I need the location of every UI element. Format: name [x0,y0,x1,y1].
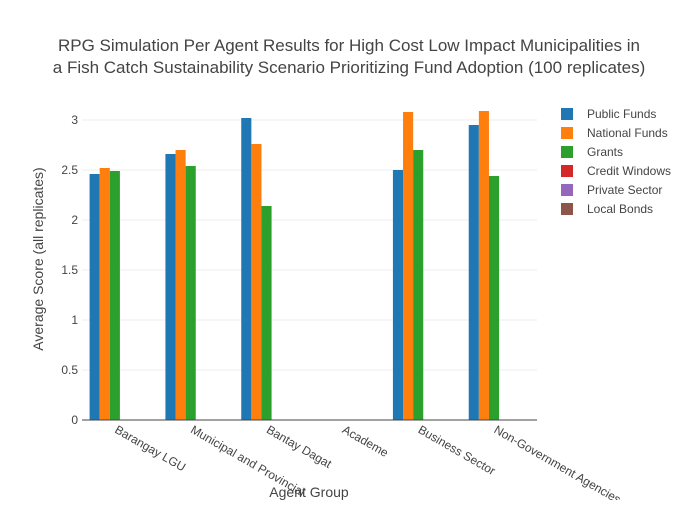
y-tick-label: 2.5 [61,163,78,177]
x-axis-title: Agent Group [269,484,349,500]
legend-label: National Funds [587,126,668,140]
legend-swatch [561,165,573,177]
bar-2-2[interactable] [261,206,272,420]
y-tick-label: 1.5 [61,263,78,277]
legend-swatch [561,146,573,158]
x-tick-label: Academe [340,422,391,460]
chart-title: RPG Simulation Per Agent Results for Hig… [53,36,645,77]
legend-label: Private Sector [587,183,662,197]
chart-title-line-1: RPG Simulation Per Agent Results for Hig… [58,36,640,55]
legend-swatch [561,108,573,120]
y-tick-label: 0.5 [61,363,78,377]
bar-0-2[interactable] [241,118,252,420]
bar-2-4[interactable] [413,150,424,420]
y-tick-label: 3 [71,113,78,127]
bar-0-1[interactable] [165,154,176,420]
y-tick-label: 0 [71,413,78,427]
x-tick-labels: Barangay LGU Municipal and ProvincialBant… [112,422,624,505]
bar-0-0[interactable] [89,174,100,420]
y-tick-labels: 0 0.5 1 1.5 2 2.5 3 [61,113,78,427]
y-tick-label: 1 [71,313,78,327]
x-tick-label: Bantay Dagat [264,422,335,471]
gridlines [82,119,537,371]
legend-label: Grants [587,145,623,159]
legend-label: Local Bonds [587,202,653,216]
bars [89,111,500,420]
legend-item[interactable]: Local Bonds [561,202,653,216]
bar-2-5[interactable] [488,176,500,420]
bar-1-0[interactable] [99,168,110,420]
legend-item[interactable]: Credit Windows [561,164,671,178]
legend-swatch [561,127,573,139]
x-tick-label: Non-Government Agencies [492,422,624,500]
bar-1-2[interactable] [251,144,262,420]
y-axis-title: Average Score (all replicates) [30,167,46,350]
bar-1-4[interactable] [403,112,414,420]
bar-2-0[interactable] [109,171,120,420]
legend-label: Public Funds [587,107,656,121]
legend-item[interactable]: Public Funds [561,107,656,121]
legend-item[interactable]: Private Sector [561,183,662,197]
bar-1-5[interactable] [478,111,489,420]
bar-0-5[interactable] [468,125,479,420]
bar-2-1[interactable] [185,166,196,420]
bar-1-1[interactable] [175,150,186,420]
legend: Public Funds National Funds Grants Credit W… [561,107,671,216]
legend-swatch [561,203,573,215]
bar-0-4[interactable] [392,170,404,420]
legend-label: Credit Windows [587,164,671,178]
y-tick-label: 2 [71,213,78,227]
x-tick-label: Business Sector [416,422,498,477]
legend-swatch [561,184,573,196]
legend-item[interactable]: Grants [561,145,623,159]
chart-title-line-2: a Fish Catch Sustainability Scenario Pri… [53,58,645,77]
legend-item[interactable]: National Funds [561,126,668,140]
x-tick-label: Barangay LGU [112,422,188,474]
